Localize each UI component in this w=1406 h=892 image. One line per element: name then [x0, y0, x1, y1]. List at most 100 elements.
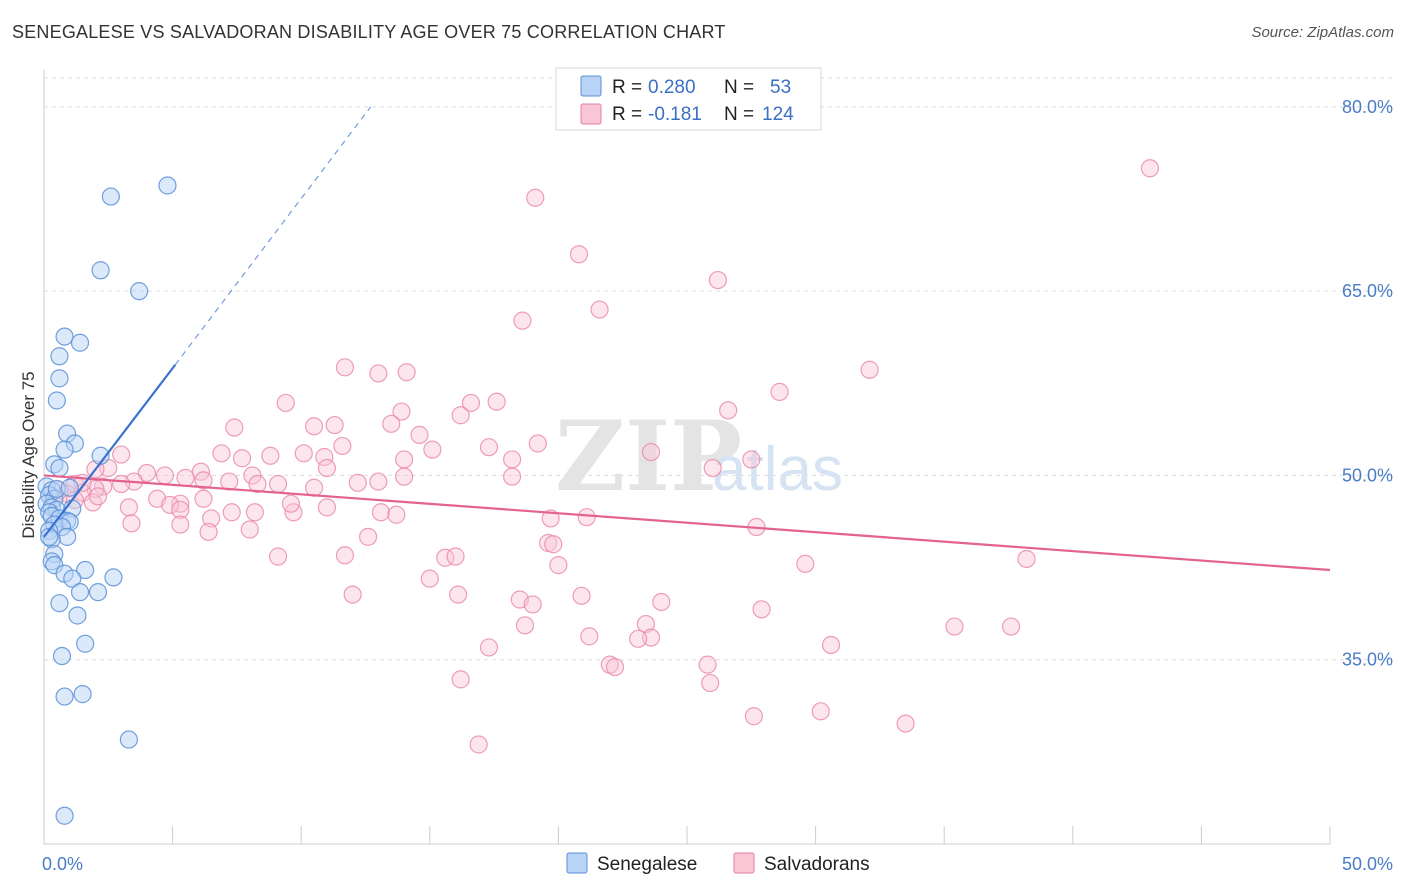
salvadoran-point-79 [358, 527, 378, 546]
salvadoran-point-108 [605, 657, 625, 677]
salvadoran-point-20 [225, 418, 244, 437]
salvadoran-point-32 [503, 450, 522, 469]
bottom-legend-salvadorans: Salvadorans [764, 854, 870, 875]
bottom-legend: Senegalese Salvadorans [566, 852, 870, 875]
senegalese-points [37, 176, 177, 825]
salvadoran-point-18 [325, 415, 344, 435]
y-tick-label-80: 80.0% [1342, 97, 1393, 117]
axes [43, 70, 1331, 845]
salvadoran-point-114 [469, 735, 488, 754]
legend-r-value-1: 0.280 [648, 77, 696, 98]
salvadoran-point-101 [515, 616, 535, 635]
top-legend: R = 0.280 N = 53 R = -0.181 N = 124 [555, 67, 822, 131]
salvadoran-point-8 [860, 360, 879, 379]
salvadoran-point-0 [1140, 159, 1160, 178]
salvadoran-point-96 [752, 600, 771, 619]
salvadoran-point-94 [652, 592, 671, 612]
salvadoran-point-17 [382, 414, 401, 433]
salvadoran-point-100 [641, 628, 661, 647]
salvadoran-point-33 [742, 450, 761, 469]
salvadoran-point-84 [549, 556, 568, 575]
senegalese-point-40 [70, 583, 90, 602]
salvadoran-point-91 [448, 585, 468, 604]
salvadoran-point-113 [896, 714, 915, 733]
x-tick-labels: 0.0% 50.0% [42, 854, 1393, 874]
salvadoran-point-119 [88, 487, 108, 506]
salvadoran-point-15 [392, 402, 411, 421]
senegalese-point-1 [101, 187, 120, 206]
trend-lines [43, 106, 1331, 572]
salvadoran-point-52 [304, 478, 324, 497]
salvadoran-point-3 [708, 270, 727, 290]
senegalese-trend-line [43, 364, 177, 538]
salvadoran-point-23 [333, 436, 352, 456]
senegalese-point-42 [50, 594, 69, 613]
salvadoran-point-25 [423, 440, 442, 459]
salvadoran-point-43 [503, 467, 522, 486]
legend-n-value-1: 53 [770, 77, 791, 98]
salvadoran-point-99 [1001, 617, 1021, 636]
salvadoran-point-39 [155, 466, 174, 485]
watermark-atlas: atlas [712, 435, 843, 504]
salvadoran-point-6 [335, 358, 355, 377]
salvadoran-point-76 [240, 520, 259, 539]
salvadoran-points [45, 159, 1160, 754]
salvadoran-point-1 [526, 188, 545, 207]
senegalese-point-8 [47, 391, 66, 410]
senegalese-point-3 [130, 282, 149, 301]
senegalese-point-36 [76, 560, 95, 580]
bottom-legend-swatch-senegalese [566, 852, 588, 874]
watermark-zip: ZIP [555, 400, 742, 513]
salvadoran-point-102 [580, 627, 599, 646]
legend-r-label-1: R = [612, 77, 642, 98]
senegalese-trend-extension [174, 106, 372, 366]
salvadoran-point-83 [544, 535, 563, 554]
y-tick-label-50: 50.0% [1342, 465, 1393, 485]
salvadoran-point-89 [1017, 549, 1036, 569]
salvadoran-point-95 [523, 595, 542, 614]
salvadoran-point-111 [744, 707, 763, 726]
senegalese-point-2 [91, 261, 110, 280]
salvadoran-point-118 [222, 503, 241, 522]
legend-swatch-salvadoran [580, 103, 602, 125]
salvadoran-point-42 [394, 467, 414, 486]
senegalese-point-14 [50, 458, 69, 478]
salvadoran-point-30 [232, 449, 252, 468]
senegalese-point-39 [63, 569, 82, 588]
legend-n-label-2: N = [724, 104, 754, 125]
salvadoran-point-28 [294, 444, 313, 463]
salvadoran-point-37 [317, 458, 337, 478]
senegalese-point-52 [60, 478, 79, 497]
salvadoran-point-71 [387, 505, 406, 524]
senegalese-point-4 [55, 327, 74, 346]
salvadoran-point-65 [160, 495, 180, 515]
salvadoran-point-68 [245, 503, 265, 522]
salvadoran-point-44 [703, 458, 722, 478]
salvadoran-point-22 [528, 434, 547, 453]
salvadoran-point-88 [796, 554, 815, 573]
salvadoran-point-72 [577, 508, 596, 527]
y-tick-labels: 35.0% 50.0% 65.0% 80.0% [1342, 97, 1393, 670]
salvadoran-point-50 [348, 473, 367, 492]
y-tick-label-35: 35.0% [1342, 650, 1393, 670]
senegalese-point-11 [55, 440, 74, 459]
senegalese-point-43 [68, 606, 87, 625]
salvadoran-point-7 [397, 363, 416, 382]
senegalese-point-41 [88, 583, 108, 602]
salvadoran-point-46 [176, 468, 195, 487]
salvadoran-point-93 [572, 586, 591, 605]
salvadoran-point-14 [719, 401, 738, 420]
salvadoran-point-86 [268, 547, 288, 566]
salvadoran-point-77 [199, 522, 218, 542]
salvadoran-point-26 [212, 444, 231, 463]
salvadoran-point-40 [243, 466, 262, 485]
salvadoran-point-5 [513, 311, 532, 330]
y-tick-label-65: 65.0% [1342, 281, 1393, 301]
salvadoran-point-115 [317, 498, 337, 517]
salvadoran-point-81 [446, 547, 465, 566]
senegalese-point-7 [50, 369, 69, 388]
salvadoran-point-67 [171, 500, 190, 519]
salvadoran-point-34 [641, 442, 661, 462]
salvadoran-point-4 [590, 300, 609, 319]
chart-title: SENEGALESE VS SALVADORAN DISABILITY AGE … [12, 22, 726, 42]
